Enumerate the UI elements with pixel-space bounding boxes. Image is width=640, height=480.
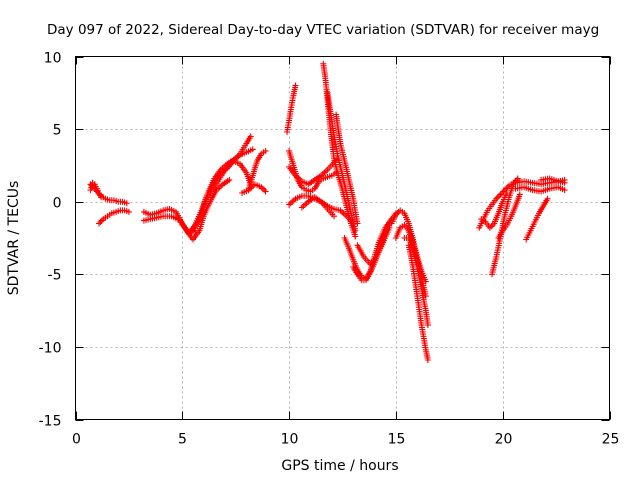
data-layer — [87, 60, 568, 363]
series-arc-29 — [495, 191, 523, 241]
data-marker-trace — [401, 235, 431, 329]
data-marker-trace — [478, 190, 510, 231]
x-tick-label: 10 — [281, 432, 299, 448]
x-axis-label: GPS time / hours — [281, 458, 398, 474]
data-marker-trace — [405, 242, 431, 363]
y-tick-label: 0 — [53, 196, 62, 212]
series-arc-13 — [286, 147, 340, 195]
series-arc-21 — [354, 224, 393, 268]
chart-title: Day 097 of 2022, Sidereal Day-to-day VTE… — [47, 22, 599, 38]
data-marker-trace — [333, 111, 361, 227]
y-tick-label: -15 — [39, 414, 62, 430]
series-arc-10 — [239, 181, 269, 196]
series-arc-15 — [298, 194, 337, 220]
data-marker-trace — [523, 195, 551, 243]
y-tick-label: -10 — [39, 341, 62, 357]
series-arc-18 — [333, 111, 361, 227]
x-tick-label: 0 — [72, 432, 81, 448]
y-tick-label: -5 — [48, 268, 62, 284]
series-arc-17 — [324, 89, 359, 234]
series-arc-25 — [405, 242, 431, 363]
x-tick-label: 20 — [495, 432, 513, 448]
series-arc-8 — [204, 158, 254, 201]
y-axis-label: SDTVAR / TECUs — [6, 181, 22, 296]
data-marker-trace — [324, 89, 359, 234]
series-arc-33 — [538, 175, 568, 185]
y-tick-label: 10 — [44, 51, 62, 67]
data-marker-trace — [284, 82, 299, 135]
y-tick-label: 5 — [53, 123, 62, 139]
data-marker-trace — [298, 194, 337, 220]
data-marker-trace — [354, 224, 393, 268]
series-arc-24 — [401, 235, 431, 329]
data-marker-trace — [512, 184, 568, 195]
series-arc-32 — [523, 195, 551, 243]
ticks-layer: 0 5 10 15 20 25 -15 -10 -5 0 5 10 — [39, 51, 620, 448]
data-marker-trace — [96, 207, 132, 227]
series-arc-31 — [512, 184, 568, 195]
data-marker-trace — [495, 191, 523, 241]
series-arc-27 — [478, 190, 510, 231]
plot-frame — [75, 56, 610, 420]
x-tick-label: 15 — [388, 432, 406, 448]
x-tick-label: 5 — [178, 432, 187, 448]
data-marker-trace — [538, 175, 568, 185]
series-arc-11 — [284, 82, 299, 135]
data-marker-trace — [286, 147, 340, 195]
x-tick-label: 25 — [602, 432, 620, 448]
series-arc-3 — [96, 207, 132, 227]
series-arc-2 — [87, 179, 105, 201]
data-marker-trace — [87, 179, 105, 201]
data-marker-trace — [239, 181, 269, 196]
data-marker-trace — [204, 158, 254, 201]
